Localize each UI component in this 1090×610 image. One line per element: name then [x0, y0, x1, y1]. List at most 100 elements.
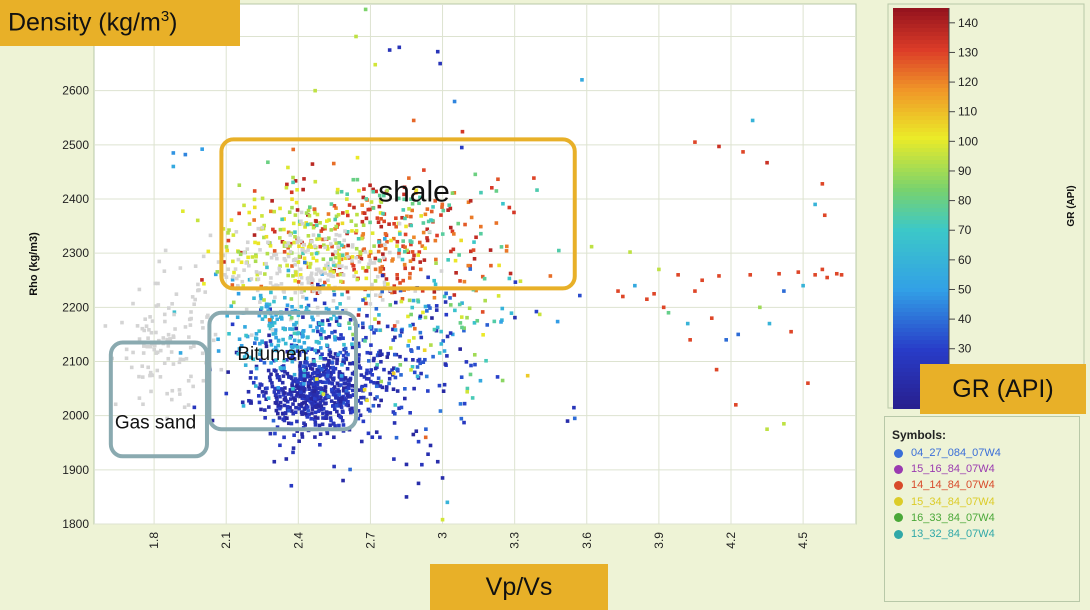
- scatter-point: [330, 244, 334, 249]
- scatter-point: [350, 371, 355, 376]
- scatter-point: [240, 400, 245, 405]
- scatter-point: [315, 237, 319, 241]
- scatter-point: [327, 359, 331, 363]
- scatter-point: [264, 341, 268, 345]
- scatter-point: [324, 394, 328, 398]
- x-tick-label: 4.2: [724, 532, 738, 549]
- scatter-point: [341, 211, 345, 215]
- scatter-point: [403, 216, 407, 221]
- scatter-point: [290, 409, 294, 413]
- scatter-point: [242, 203, 246, 208]
- scatter-point: [462, 401, 467, 406]
- scatter-point: [789, 329, 793, 334]
- scatter-point: [285, 416, 289, 420]
- scatter-point: [291, 402, 295, 406]
- scatter-point: [513, 315, 517, 320]
- scatter-point: [337, 247, 341, 251]
- scatter-point: [331, 298, 336, 303]
- colorbar-segment: [893, 232, 949, 237]
- scatter-point: [272, 253, 276, 257]
- x-tick-label: 2.4: [291, 532, 305, 549]
- scatter-point: [439, 269, 444, 273]
- scatter-point: [333, 217, 338, 222]
- scatter-point: [305, 335, 310, 340]
- scatter-point: [272, 321, 277, 325]
- scatter-point: [331, 390, 335, 394]
- colorbar-segment: [893, 156, 949, 161]
- scatter-point: [400, 297, 405, 301]
- scatter-point: [304, 406, 308, 410]
- annotation-box: [219, 137, 577, 291]
- scatter-point: [418, 195, 422, 200]
- scatter-point: [274, 335, 278, 340]
- scatter-point: [308, 374, 313, 379]
- scatter-point: [295, 240, 300, 245]
- scatter-point: [274, 392, 278, 397]
- scatter-point: [325, 431, 330, 436]
- scatter-point: [208, 233, 213, 238]
- colorbar-segment: [893, 220, 949, 225]
- scatter-point: [278, 405, 283, 409]
- scatter-point: [322, 363, 326, 368]
- scatter-point: [260, 317, 265, 321]
- scatter-point: [238, 252, 243, 257]
- colorbar-segment: [893, 260, 949, 265]
- annotation-label: Gas sand: [115, 413, 196, 434]
- scatter-point: [426, 304, 431, 308]
- scatter-point: [273, 331, 278, 336]
- scatter-point: [301, 187, 305, 192]
- scatter-point: [758, 305, 762, 310]
- scatter-point: [312, 399, 317, 404]
- scatter-point: [741, 150, 745, 154]
- scatter-point: [384, 277, 389, 281]
- scatter-point: [216, 260, 221, 264]
- scatter-point: [187, 317, 192, 322]
- scatter-point: [237, 347, 242, 351]
- scatter-point: [148, 370, 153, 375]
- scatter-point: [165, 337, 169, 342]
- scatter-point: [377, 204, 382, 209]
- x-axis-label: Vp/Vs: [430, 564, 608, 610]
- scatter-point: [271, 227, 275, 232]
- scatter-point: [326, 379, 330, 383]
- scatter-point: [304, 296, 309, 301]
- scatter-point: [236, 291, 241, 296]
- scatter-point: [312, 244, 317, 248]
- scatter-point: [341, 401, 346, 405]
- scatter-point: [395, 320, 400, 324]
- colorbar-segment: [893, 8, 949, 13]
- scatter-point: [369, 200, 374, 204]
- scatter-point: [375, 395, 379, 399]
- scatter-point: [421, 310, 425, 315]
- scatter-point: [420, 462, 424, 467]
- colorbar-segment: [893, 228, 949, 233]
- y-tick-label: 1900: [62, 463, 89, 477]
- scatter-point: [318, 270, 323, 275]
- scatter-point: [483, 298, 487, 303]
- scatter-point: [382, 193, 386, 198]
- scatter-point: [373, 62, 378, 67]
- scatter-point: [308, 366, 313, 370]
- scatter-point: [440, 232, 445, 236]
- scatter-point: [264, 302, 269, 307]
- colorbar-segment: [893, 208, 949, 213]
- scatter-point: [348, 361, 352, 366]
- scatter-point: [336, 212, 341, 217]
- scatter-point: [280, 217, 284, 222]
- scatter-point: [200, 351, 205, 356]
- scatter-point: [295, 349, 300, 353]
- scatter-point: [277, 269, 282, 274]
- scatter-point: [253, 336, 258, 341]
- scatter-point: [172, 310, 177, 314]
- scatter-point: [338, 350, 343, 355]
- scatter-point: [303, 411, 308, 416]
- scatter-point: [270, 328, 275, 332]
- scatter-point: [284, 398, 288, 403]
- scatter-point: [717, 274, 721, 278]
- scatter-point: [318, 346, 323, 350]
- scatter-point: [364, 376, 369, 381]
- scatter-point: [153, 281, 158, 286]
- scatter-point: [365, 350, 370, 355]
- scatter-point: [466, 263, 471, 268]
- scatter-point: [258, 341, 262, 346]
